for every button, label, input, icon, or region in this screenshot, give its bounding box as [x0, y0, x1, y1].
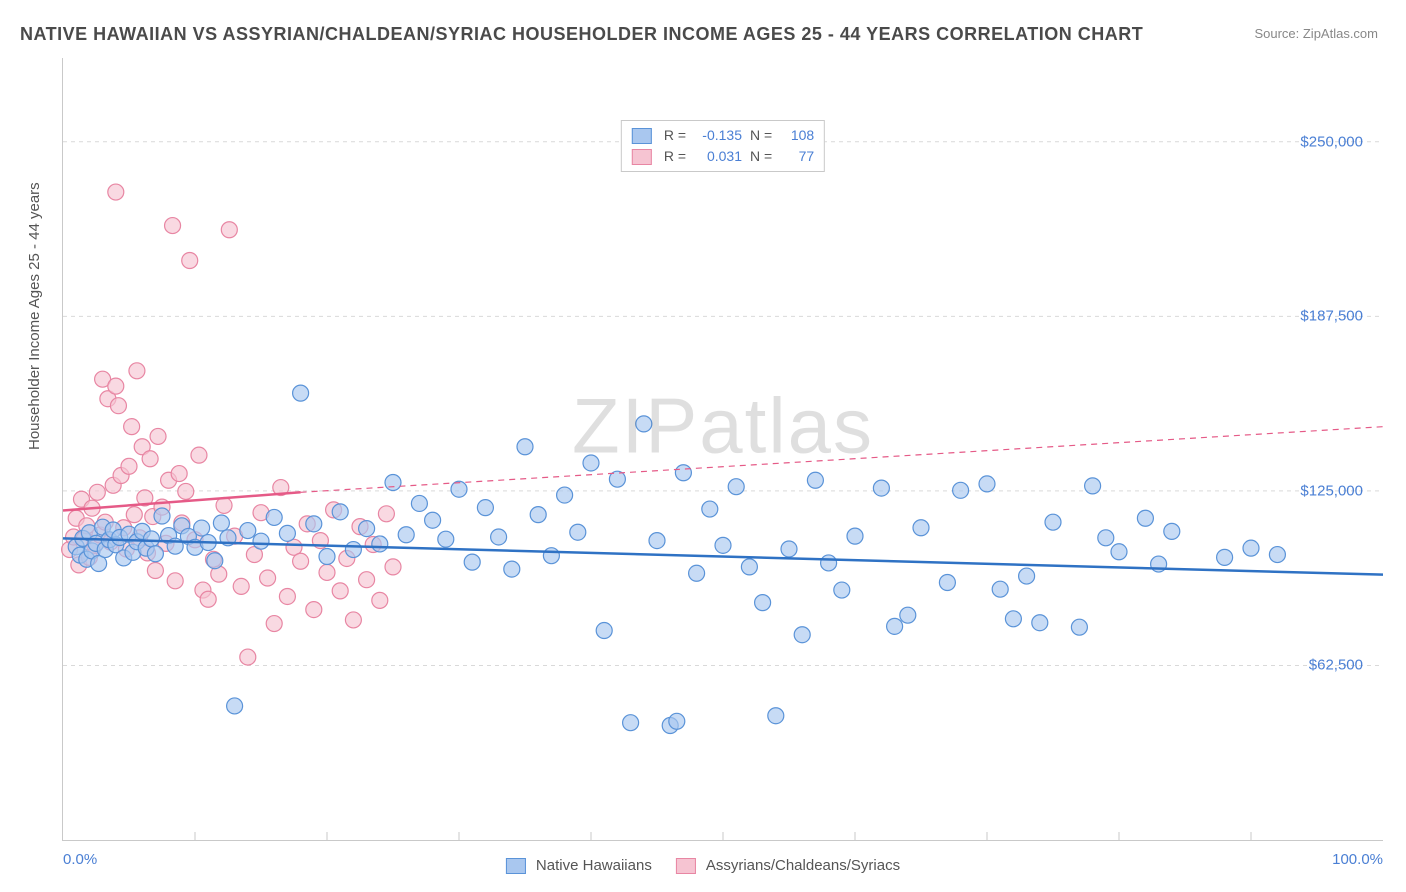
legend-bottom: Native Hawaiians Assyrians/Chaldeans/Syr…	[506, 857, 900, 874]
legend-item-2: Assyrians/Chaldeans/Syriacs	[676, 857, 900, 874]
n-value-2: 77	[780, 146, 814, 167]
swatch-blue-bottom	[506, 858, 526, 874]
r-value-1: -0.135	[694, 125, 742, 146]
x-tick-label: 0.0%	[63, 851, 97, 868]
source-label: Source: ZipAtlas.com	[1254, 26, 1378, 41]
legend-top-row-1: R = -0.135 N = 108	[632, 125, 814, 146]
legend-top: R = -0.135 N = 108 R = 0.031 N = 77	[621, 120, 825, 172]
swatch-blue	[632, 128, 652, 144]
source-link[interactable]: ZipAtlas.com	[1303, 26, 1378, 41]
legend-label-2: Assyrians/Chaldeans/Syriacs	[706, 857, 900, 874]
y-axis-title: Householder Income Ages 25 - 44 years	[26, 182, 43, 450]
legend-label-1: Native Hawaiians	[536, 857, 652, 874]
chart-container: NATIVE HAWAIIAN VS ASSYRIAN/CHALDEAN/SYR…	[0, 0, 1406, 892]
y-tick-label: $125,000	[1300, 482, 1363, 499]
swatch-pink-bottom	[676, 858, 696, 874]
x-tick-label: 100.0%	[1332, 851, 1383, 868]
swatch-pink	[632, 149, 652, 165]
chart-title: NATIVE HAWAIIAN VS ASSYRIAN/CHALDEAN/SYR…	[20, 24, 1143, 45]
r-value-2: 0.031	[694, 146, 742, 167]
y-tick-label: $250,000	[1300, 133, 1363, 150]
scatter-svg	[63, 58, 1383, 840]
plot-area: R = -0.135 N = 108 R = 0.031 N = 77 ZIPa…	[62, 58, 1383, 841]
legend-top-row-2: R = 0.031 N = 77	[632, 146, 814, 167]
y-tick-label: $62,500	[1309, 657, 1363, 674]
y-tick-label: $187,500	[1300, 308, 1363, 325]
n-value-1: 108	[780, 125, 814, 146]
legend-item-1: Native Hawaiians	[506, 857, 652, 874]
